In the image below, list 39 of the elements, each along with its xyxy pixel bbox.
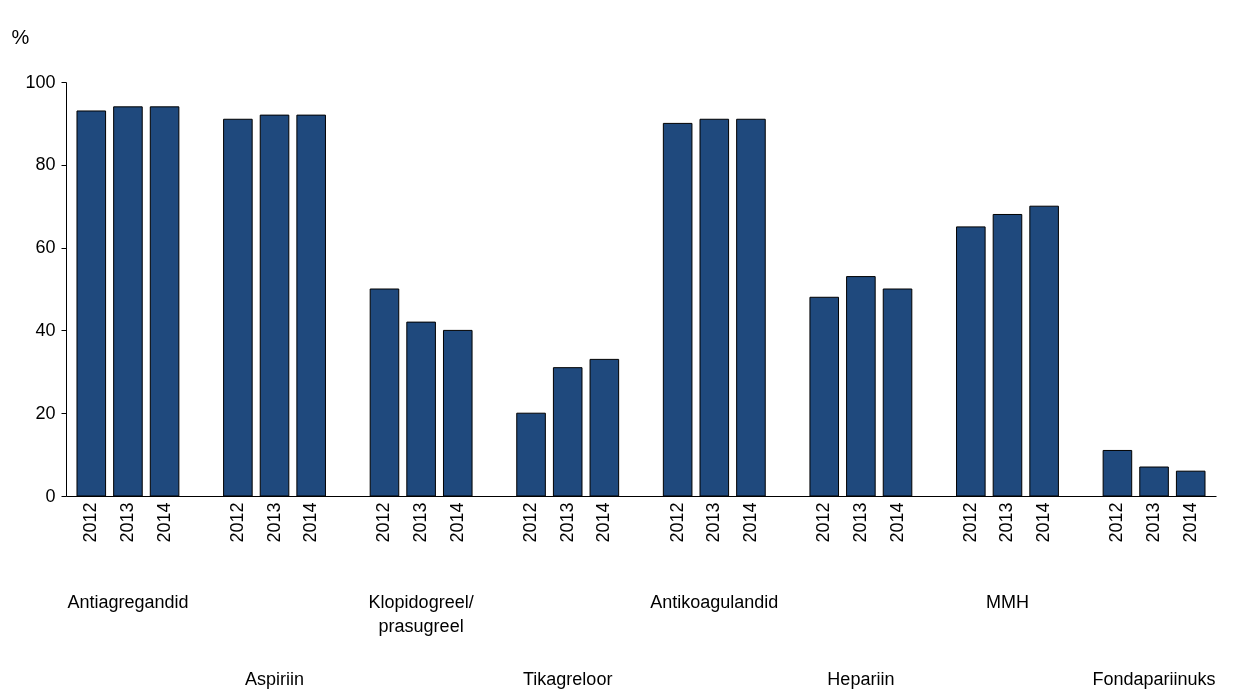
x-tick-label: 2012 xyxy=(813,502,834,543)
x-tick-label: 2014 xyxy=(739,502,760,543)
x-tick-label: 2013 xyxy=(410,502,431,543)
text: Antiagregandid xyxy=(67,592,189,612)
y-tick-label: 0 xyxy=(45,485,56,506)
text: Hepariin xyxy=(827,669,895,689)
text: Aspiriin xyxy=(245,669,305,689)
x-tick-label: 2012 xyxy=(80,502,101,543)
y-axis-title: % xyxy=(11,25,30,48)
x-tick-label: 2013 xyxy=(996,502,1017,543)
x-tick-label: 2013 xyxy=(116,502,137,543)
text: Tikagreloor xyxy=(523,669,613,689)
x-tick-label: 2013 xyxy=(556,502,577,543)
text: MMH xyxy=(985,592,1029,612)
x-tick-label: 2012 xyxy=(520,502,541,543)
x-tick-label: 2012 xyxy=(226,502,247,543)
x-tick-label: 2013 xyxy=(703,502,724,543)
x-tick-label: 2014 xyxy=(1179,502,1200,543)
x-tick-label: 2013 xyxy=(263,502,284,543)
x-tick-label: 2014 xyxy=(153,502,174,543)
x-tick-label: 2013 xyxy=(849,502,870,543)
x-tick-label: 2014 xyxy=(593,502,614,543)
text: Klopidogreel/ prasugreel xyxy=(368,592,474,636)
y-tick-label: 60 xyxy=(35,237,56,258)
y-tick-label: 100 xyxy=(25,71,56,92)
x-tick-label: 2014 xyxy=(446,502,467,543)
x-tick-label: 2014 xyxy=(886,502,907,543)
x-tick-label: 2012 xyxy=(1106,502,1127,543)
y-tick-label: 80 xyxy=(35,154,56,175)
y-tick-label: 40 xyxy=(35,319,56,340)
x-tick-label: 2014 xyxy=(300,502,321,543)
text: Antikoagulandid xyxy=(650,592,779,612)
x-tick-label: 2012 xyxy=(373,502,394,543)
y-tick-label: 20 xyxy=(35,402,56,423)
x-tick-label: 2014 xyxy=(1033,502,1054,543)
text: Fondapariinuks xyxy=(1092,669,1216,689)
x-tick-label: 2013 xyxy=(1143,502,1164,543)
x-tick-label: 2012 xyxy=(666,502,687,543)
x-tick-label: 2012 xyxy=(959,502,980,543)
